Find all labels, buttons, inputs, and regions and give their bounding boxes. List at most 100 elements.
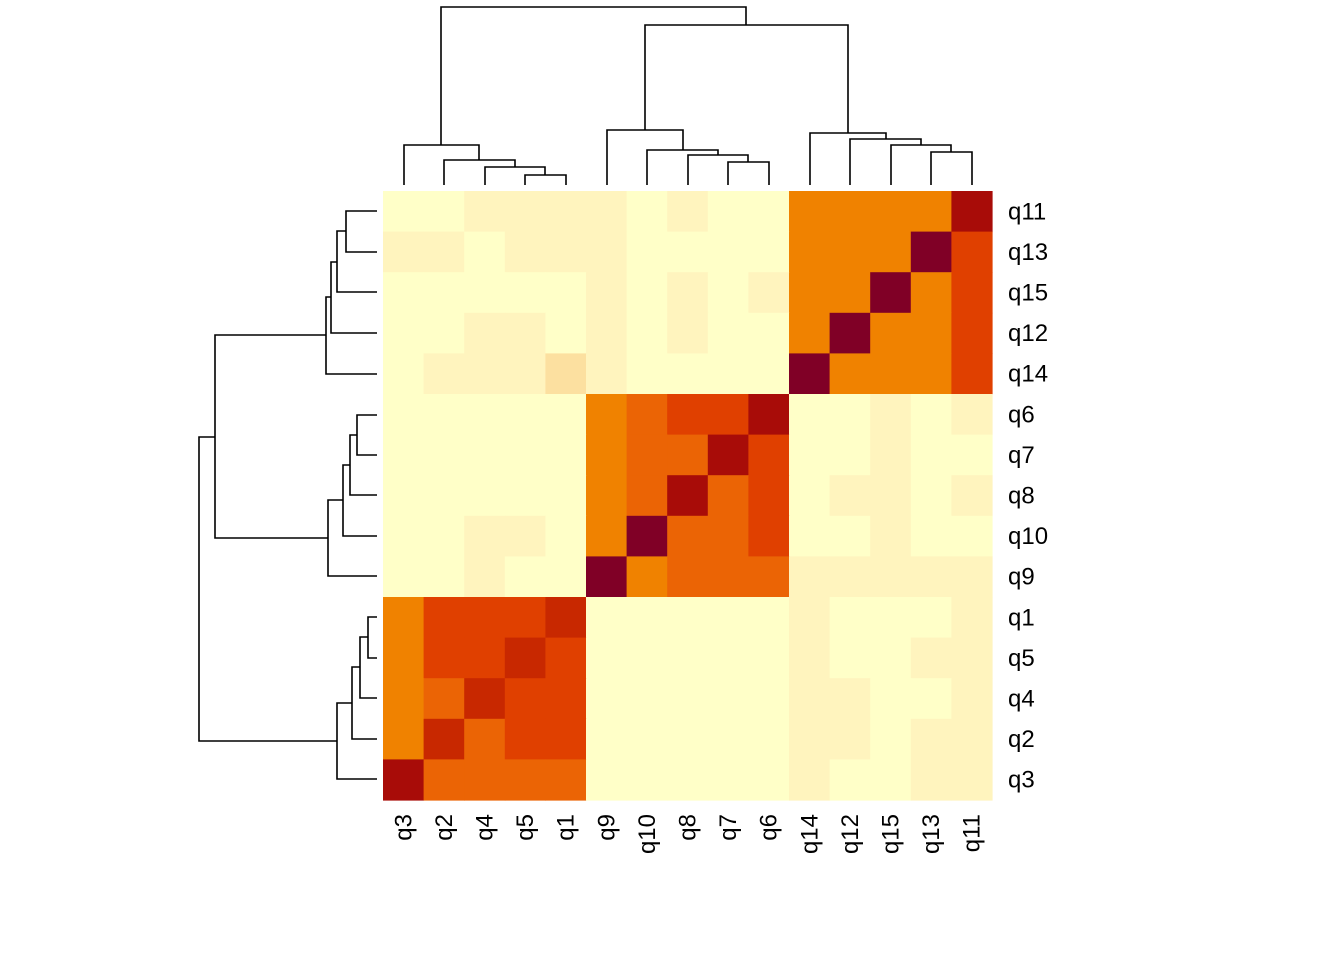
heatmap-cell <box>545 718 587 760</box>
heatmap-cell <box>829 231 871 273</box>
row-label: q8 <box>1008 483 1035 510</box>
heatmap-cell <box>626 231 668 273</box>
row-label: q12 <box>1008 320 1048 347</box>
row-label: q2 <box>1008 726 1035 753</box>
heatmap-cell <box>464 231 506 273</box>
heatmap-cell <box>586 191 628 233</box>
heatmap-cell <box>748 191 790 233</box>
heatmap-cell <box>383 394 425 436</box>
heatmap-cell <box>545 515 587 557</box>
heatmap-cell <box>626 434 668 476</box>
heatmap-cell <box>829 394 871 436</box>
row-label: q11 <box>1008 198 1046 225</box>
heatmap-cell <box>789 312 831 354</box>
heatmap-cell <box>870 597 912 639</box>
heatmap-cell <box>383 191 425 233</box>
heatmap-cell <box>586 678 628 720</box>
heatmap-cell <box>910 678 952 720</box>
heatmap-cell <box>870 434 912 476</box>
heatmap-cell <box>870 272 912 314</box>
heatmap-cell <box>667 515 709 557</box>
row-label: q14 <box>1008 361 1048 388</box>
heatmap-cell <box>748 759 790 801</box>
heatmap-cell <box>464 678 506 720</box>
column-labels: q3 q2 q4 q5 q1 q9 q10 q8 q7 q6 q14 q12 q15 q13 q11 <box>390 814 985 854</box>
heatmap-cell <box>748 312 790 354</box>
heatmap-cell <box>951 434 993 476</box>
heatmap-cell <box>545 353 587 395</box>
heatmap-cell <box>748 353 790 395</box>
heatmap-cell <box>464 515 506 557</box>
column-label: q7 <box>715 814 742 841</box>
heatmap-cell <box>423 434 465 476</box>
heatmap-cell <box>504 597 546 639</box>
heatmap-cell <box>951 191 993 233</box>
heatmap-cell <box>545 191 587 233</box>
heatmap-cell <box>667 231 709 273</box>
column-dendrogram-branch <box>443 159 516 185</box>
column-label: q10 <box>634 814 661 854</box>
heatmap-cell <box>789 353 831 395</box>
heatmap-cell <box>951 556 993 598</box>
heatmap-cell <box>586 556 628 598</box>
heatmap-cell <box>789 475 831 517</box>
heatmap-cell <box>910 272 952 314</box>
column-dendrogram <box>403 6 973 185</box>
row-dendrogram-branch <box>330 261 377 334</box>
heatmap-cell <box>870 475 912 517</box>
heatmap-cell <box>910 394 952 436</box>
row-dendrogram-branch <box>356 414 377 456</box>
heatmap-cell <box>870 556 912 598</box>
heatmap-cell <box>748 272 790 314</box>
heatmap-cell <box>829 556 871 598</box>
heatmap-cell <box>870 353 912 395</box>
heatmap-cell <box>504 475 546 517</box>
heatmap-cell <box>423 556 465 598</box>
heatmap-cell <box>464 434 506 476</box>
column-dendrogram-branch <box>809 132 887 185</box>
heatmap-cell <box>667 312 709 354</box>
heatmap-cell <box>545 678 587 720</box>
column-label: q2 <box>431 814 458 841</box>
column-label: q1 <box>553 814 580 841</box>
row-dendrogram-branch <box>349 434 377 496</box>
column-dendrogram-branch <box>403 144 480 185</box>
heatmap-cell <box>545 556 587 598</box>
heatmap-cell <box>870 191 912 233</box>
row-dendrogram-branch <box>345 210 377 253</box>
heatmap-cell <box>951 312 993 354</box>
heatmap-cell <box>504 718 546 760</box>
heatmap-cell <box>464 353 506 395</box>
heatmap-cell <box>707 678 749 720</box>
heatmap-cell <box>464 597 506 639</box>
heatmap-cell <box>464 191 506 233</box>
heatmap-cell <box>667 272 709 314</box>
heatmap-cell <box>383 312 425 354</box>
row-label: q4 <box>1008 686 1035 713</box>
heatmap-cell <box>545 231 587 273</box>
heatmap-cell <box>910 597 952 639</box>
heatmap-cell <box>504 515 546 557</box>
heatmap-cell <box>707 353 749 395</box>
heatmap-cells <box>383 191 993 801</box>
heatmap-cell <box>748 597 790 639</box>
heatmap-cell <box>586 434 628 476</box>
row-dendrogram-branch <box>198 436 337 742</box>
heatmap-cell <box>707 434 749 476</box>
heatmap-cell <box>789 556 831 598</box>
heatmap-cell <box>423 759 465 801</box>
heatmap-cell <box>423 637 465 679</box>
heatmap-cell <box>870 394 912 436</box>
column-label: q8 <box>675 814 702 841</box>
heatmap-cell <box>667 718 709 760</box>
row-dendrogram <box>198 210 377 780</box>
heatmap-cell <box>910 515 952 557</box>
column-label: q12 <box>837 814 864 854</box>
heatmap-cell <box>504 231 546 273</box>
heatmap-cell <box>504 434 546 476</box>
column-dendrogram-branch <box>687 154 749 185</box>
heatmap-cell <box>707 556 749 598</box>
heatmap-cell <box>667 556 709 598</box>
heatmap-cell <box>667 394 709 436</box>
heatmap-cell <box>789 718 831 760</box>
